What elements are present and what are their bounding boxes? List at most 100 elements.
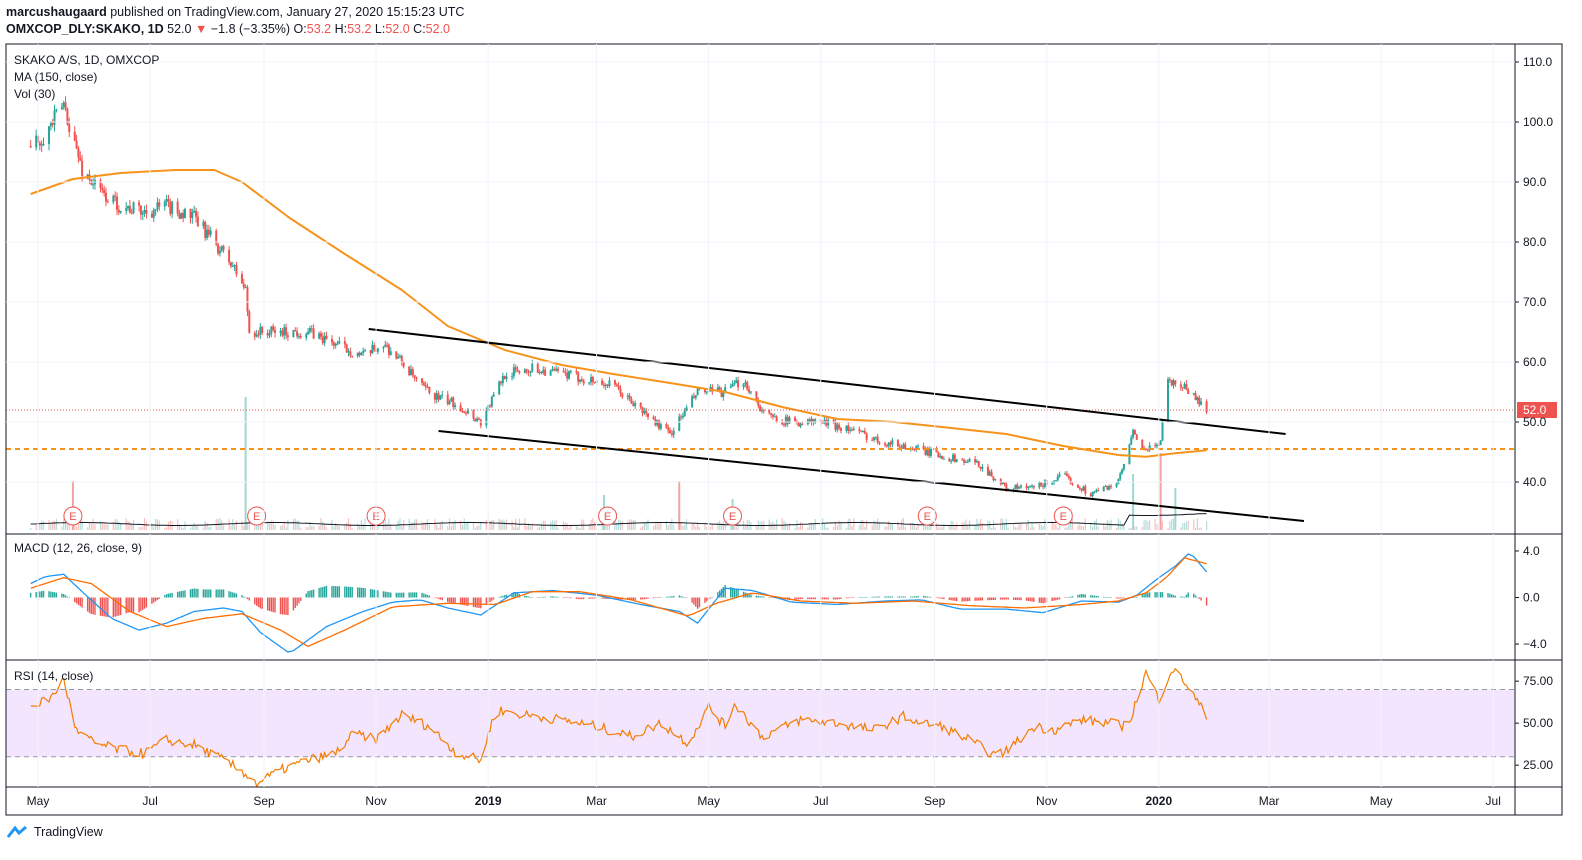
price-tick-label: 70.0	[1523, 295, 1547, 309]
ma-legend[interactable]: MA (150, close)	[14, 70, 98, 84]
volume-bar	[1132, 474, 1135, 530]
candle-body	[1122, 463, 1125, 470]
candle-body	[1187, 389, 1190, 394]
candle-body	[672, 430, 675, 435]
macd-histogram-bar	[235, 593, 238, 598]
volume-bar	[875, 521, 877, 530]
candle-body	[500, 381, 503, 384]
macd-histogram-bar	[557, 596, 559, 598]
macd-histogram-bar	[711, 596, 714, 598]
volume-bar	[452, 521, 454, 530]
volume-bar	[270, 520, 272, 530]
macd-histogram-bar	[981, 597, 984, 601]
volume-bar	[103, 523, 105, 530]
macd-histogram-bar	[900, 596, 903, 598]
candle-body	[274, 330, 277, 333]
volume-bar	[437, 527, 440, 530]
macd-histogram-bar	[401, 592, 403, 598]
macd-histogram-bar	[195, 588, 197, 598]
volume-legend[interactable]: Vol (30)	[14, 87, 56, 101]
macd-histogram-bar	[154, 597, 157, 602]
ohlc-line: OMXCOP_DLY:SKAKO, 1D 52.0 ▼ −1.8 (−3.35%…	[6, 22, 450, 36]
volume-bar	[564, 522, 566, 530]
volume-bar	[311, 526, 313, 530]
candle-body	[143, 210, 146, 213]
candle-body	[634, 402, 637, 407]
volume-bar	[807, 527, 809, 530]
volume-bar	[189, 527, 192, 530]
volume-bar	[279, 525, 282, 530]
macd-histogram-bar	[768, 597, 770, 598]
volume-bar	[588, 523, 590, 530]
candle-body	[836, 424, 839, 430]
candle-body	[154, 209, 157, 211]
volume-bar	[1141, 526, 1143, 530]
candle-body	[953, 454, 956, 463]
main-legend-title[interactable]: SKAKO A/S, 1D, OMXCOP	[14, 53, 160, 67]
macd-histogram-bar	[1095, 595, 1098, 598]
macd-histogram-bar	[531, 597, 533, 598]
price-pane[interactable]: 52.0EEEEEEE	[6, 96, 1557, 530]
volume-bar	[614, 519, 616, 530]
candle-body	[553, 368, 556, 371]
volume-bar	[963, 522, 965, 530]
candle-body	[669, 430, 672, 434]
macd-histogram-bar	[748, 593, 750, 598]
macd-histogram-bar	[717, 592, 719, 598]
candle-body	[1104, 485, 1107, 487]
channel-lower-line	[438, 430, 1305, 522]
candle-body	[678, 416, 681, 431]
rsi-pane[interactable]	[6, 667, 1515, 788]
volume-bar	[550, 521, 552, 530]
candle-body	[296, 331, 299, 337]
volume-bar	[182, 527, 184, 530]
macd-histogram-bar	[180, 591, 183, 598]
candle-body	[1084, 486, 1087, 494]
candle-body	[55, 109, 58, 111]
candle-body	[735, 380, 738, 384]
candle-body	[73, 131, 76, 141]
tradingview-logo[interactable]: TradingView	[6, 825, 103, 839]
macd-histogram-bar	[1148, 592, 1151, 598]
macd-histogram-bar	[516, 593, 519, 598]
volume-bar	[1007, 527, 1009, 530]
candle-body	[1058, 474, 1061, 477]
volume-bar	[206, 523, 208, 530]
rsi-legend[interactable]: RSI (14, close)	[14, 669, 94, 683]
candle-body	[876, 436, 879, 443]
candle-body	[685, 407, 688, 410]
volume-bar	[164, 527, 166, 530]
volume-bar	[864, 526, 866, 530]
macd-pane[interactable]	[29, 553, 1208, 653]
candle-body	[321, 336, 324, 344]
volume-bar	[347, 518, 350, 530]
candle-body	[692, 396, 695, 398]
macd-histogram-bar	[463, 597, 465, 606]
macd-histogram-bar	[397, 592, 399, 598]
candle-body	[268, 333, 271, 336]
candle-body	[1121, 469, 1124, 474]
volume-bar	[63, 518, 65, 530]
macd-histogram-bar	[178, 591, 181, 598]
volume-bar	[166, 527, 168, 530]
volume-bar	[1093, 521, 1096, 530]
macd-histogram-bar	[1169, 593, 1171, 598]
volume-bar	[138, 526, 140, 530]
candle-body	[409, 369, 412, 376]
candle-body	[334, 343, 337, 346]
candle-body	[1012, 489, 1015, 491]
macd-legend[interactable]: MACD (12, 26, close, 9)	[14, 541, 143, 555]
candle-body	[591, 377, 594, 383]
macd-histogram-bar	[924, 596, 927, 598]
volume-bar	[1044, 519, 1046, 530]
candle-body	[628, 395, 631, 399]
author-name[interactable]: marcushaugaard	[6, 5, 107, 19]
macd-histogram-bar	[261, 597, 263, 609]
candle-body	[167, 199, 170, 202]
candle-body	[902, 444, 905, 449]
macd-histogram-bar	[963, 597, 965, 602]
x-tick-label: Mar	[586, 794, 607, 808]
volume-bar	[491, 520, 493, 530]
volume-bar	[441, 521, 443, 530]
